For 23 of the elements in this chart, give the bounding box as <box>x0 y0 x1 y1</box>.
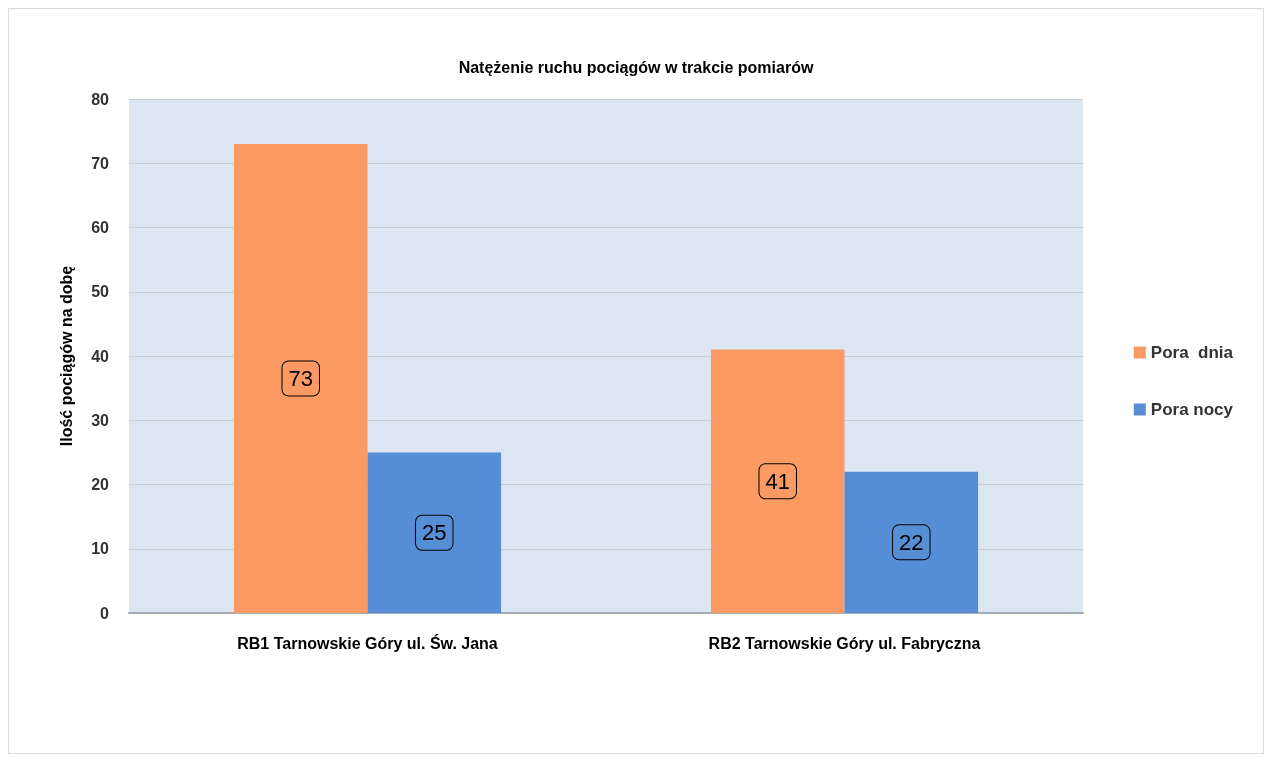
y-tick-label: 0 <box>100 604 110 622</box>
x-tick-label: RB2 Tarnowskie Góry ul. Fabryczna <box>708 634 981 652</box>
y-tick-label: 10 <box>91 540 110 558</box>
data-label: 22 <box>899 529 924 555</box>
legend-label: Pora nocy <box>1150 400 1234 419</box>
y-tick-label: 40 <box>91 347 110 365</box>
data-label: 73 <box>288 365 313 391</box>
legend-label: Pora dnia <box>1150 343 1234 362</box>
y-tick-label: 20 <box>91 476 110 493</box>
bar <box>233 143 368 613</box>
bar <box>367 452 502 613</box>
y-tick-label: 30 <box>91 411 110 429</box>
bar <box>710 349 845 613</box>
bar <box>844 471 979 613</box>
y-tick-label: 80 <box>91 90 110 108</box>
y-tick-label: 70 <box>91 154 110 172</box>
y-tick-label: 50 <box>91 283 110 301</box>
chart-title: Natężenie ruchu pociągów w trakcie pomiarów <box>458 58 814 76</box>
y-axis-title: Ilość pociągów na dobę <box>57 265 75 447</box>
data-label: 41 <box>765 468 790 494</box>
data-label: 25 <box>422 520 447 546</box>
x-tick-label: RB1 Tarnowskie Góry ul. Św. Jana <box>237 633 498 652</box>
y-tick-label: 60 <box>91 219 110 236</box>
